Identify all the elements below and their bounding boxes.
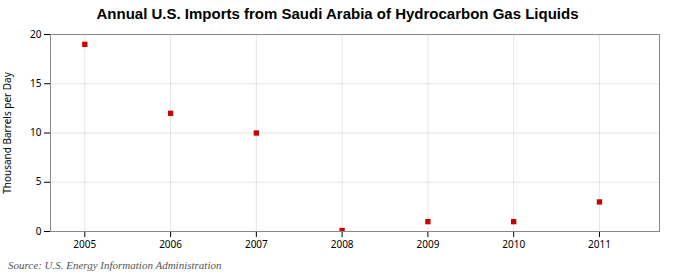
html-text:Annual U.S. Imports from Saudi: Annual U.S. Imports from Saudi Arabia of… [96,5,579,22]
svg-text:2010: 2010 [502,237,525,251]
svg-text:2006: 2006 [159,237,182,251]
svg-text:2011: 2011 [588,237,611,251]
svg-text:10: 10 [30,125,42,139]
svg-text:0: 0 [36,224,42,238]
svg-text:2008: 2008 [331,237,354,251]
svg-text:Thousand Barrels per Day: Thousand Barrels per Day [0,71,14,194]
svg-text:2005: 2005 [73,237,96,251]
svg-text:20: 20 [30,27,42,41]
svg-text:5: 5 [36,174,42,188]
svg-text:2009: 2009 [416,237,439,251]
html-text:Source: U.S. Energy Informatio: Source: U.S. Energy Information Administ… [8,259,222,271]
svg-text:15: 15 [30,76,42,90]
svg-text:2007: 2007 [245,237,268,251]
